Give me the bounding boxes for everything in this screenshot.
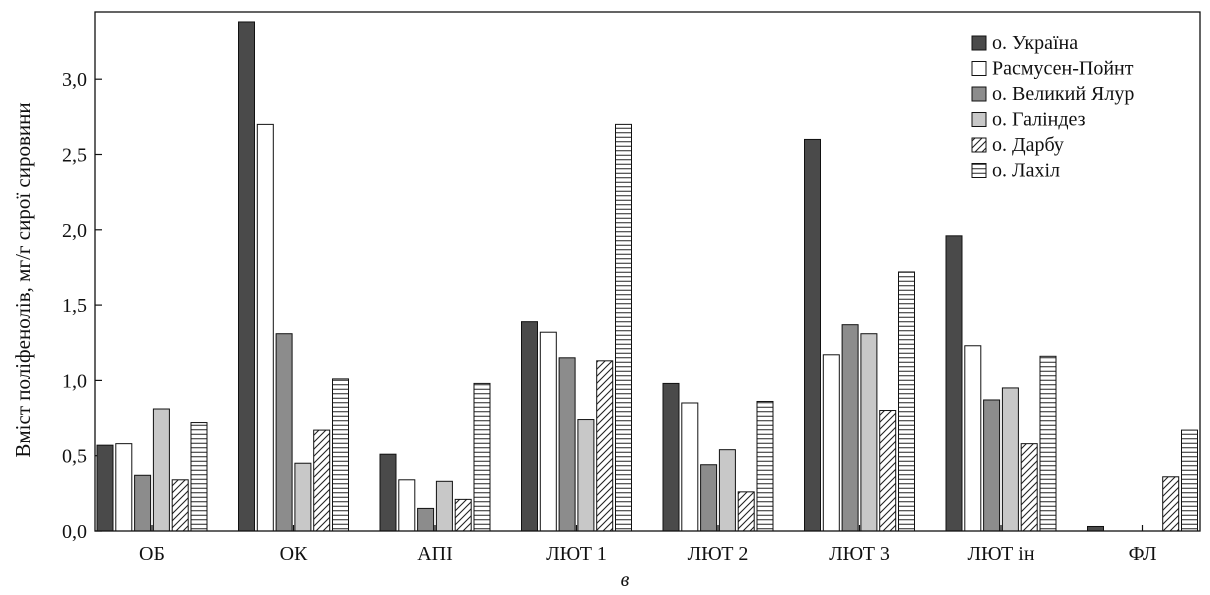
legend-swatch xyxy=(971,61,987,76)
legend-label: о. Великий Ялур xyxy=(992,83,1134,105)
bar xyxy=(134,474,152,532)
y-axis-title: Вміст поліфенолів, мг/г сирої сировини xyxy=(11,102,35,457)
bar xyxy=(171,479,189,532)
y-tick-label: 2,5 xyxy=(62,145,87,167)
bar xyxy=(1087,525,1104,532)
bar xyxy=(473,382,491,532)
x-category-label: ЛЮТ 3 xyxy=(829,543,890,565)
legend-swatch xyxy=(971,86,987,102)
bar xyxy=(294,462,312,532)
bar xyxy=(379,453,397,532)
y-tick-label: 2,0 xyxy=(62,220,87,242)
x-category-label: ЛЮТ 1 xyxy=(546,543,607,565)
bar xyxy=(1001,387,1019,532)
plot-frame xyxy=(94,11,1201,532)
bar xyxy=(435,480,453,532)
x-category-label: АПІ xyxy=(417,543,453,565)
bar xyxy=(577,419,595,532)
bar xyxy=(275,333,293,532)
x-category-label: ОБ xyxy=(139,543,165,565)
bar xyxy=(879,410,897,532)
y-tick-label: 0,5 xyxy=(62,446,87,468)
bar xyxy=(681,402,699,532)
y-tick-label: 1,0 xyxy=(62,370,87,392)
legend-label: о. Дарбу xyxy=(992,134,1064,156)
bar xyxy=(737,491,755,532)
x-category-label: ЛЮТ 2 xyxy=(688,543,749,565)
bar xyxy=(756,400,774,532)
bar xyxy=(945,235,963,532)
bar xyxy=(804,138,821,532)
x-axis-caption: в xyxy=(621,569,630,591)
legend-label: о. Лахіл xyxy=(992,160,1060,182)
bar xyxy=(539,331,557,532)
bar xyxy=(96,444,114,532)
legend-label: о. Україна xyxy=(992,32,1078,54)
bar xyxy=(615,123,632,532)
bar xyxy=(1039,355,1057,532)
bar xyxy=(1162,476,1180,532)
x-category-label: ОК xyxy=(280,543,308,565)
bar xyxy=(454,498,472,532)
bar xyxy=(662,382,680,532)
x-category-label: ФЛ xyxy=(1129,543,1157,565)
bar xyxy=(398,479,416,532)
bar xyxy=(898,271,915,532)
bar xyxy=(417,507,435,532)
bar xyxy=(596,360,614,532)
bar xyxy=(313,429,331,532)
legend-swatch xyxy=(971,163,987,178)
bar xyxy=(115,443,133,532)
bar xyxy=(332,378,349,532)
bar xyxy=(983,399,1001,532)
bar xyxy=(1181,429,1198,532)
bar xyxy=(964,345,982,532)
y-tick-label: 1,5 xyxy=(62,295,87,317)
y-axis-title-group: Вміст поліфенолів, мг/г сирої сировини xyxy=(11,102,35,457)
bar xyxy=(718,449,736,532)
bar xyxy=(558,357,576,532)
bar xyxy=(700,464,718,532)
legend-label: о. Галіндез xyxy=(992,109,1086,131)
bar xyxy=(822,354,840,532)
bar xyxy=(521,321,538,532)
bar xyxy=(860,333,878,532)
legend: о. Україна Расмусен-Пойнт о. Великий Ялур о… xyxy=(971,32,1134,182)
bar xyxy=(256,123,274,532)
bar xyxy=(1020,443,1038,532)
x-axis-labels: ОБ ОК АПІ ЛЮТ 1 ЛЮТ 2 ЛЮТ 3 ЛЮТ ін ФЛ xyxy=(139,525,1156,565)
bar xyxy=(152,408,170,532)
legend-swatch xyxy=(971,112,987,127)
bar xyxy=(841,324,859,532)
y-tick-label: 3,0 xyxy=(62,69,87,91)
legend-swatch xyxy=(971,137,987,153)
bars xyxy=(96,21,1198,532)
x-category-label: ЛЮТ ін xyxy=(967,543,1034,565)
bar xyxy=(190,422,208,532)
y-tick-label: 0,0 xyxy=(62,521,87,543)
bar xyxy=(238,21,255,532)
legend-label: Расмусен-Пойнт xyxy=(992,58,1134,80)
y-axis-ticks: 0,0 0,5 1,0 1,5 2,0 2,5 3,0 xyxy=(62,69,102,543)
legend-swatch xyxy=(971,35,987,51)
